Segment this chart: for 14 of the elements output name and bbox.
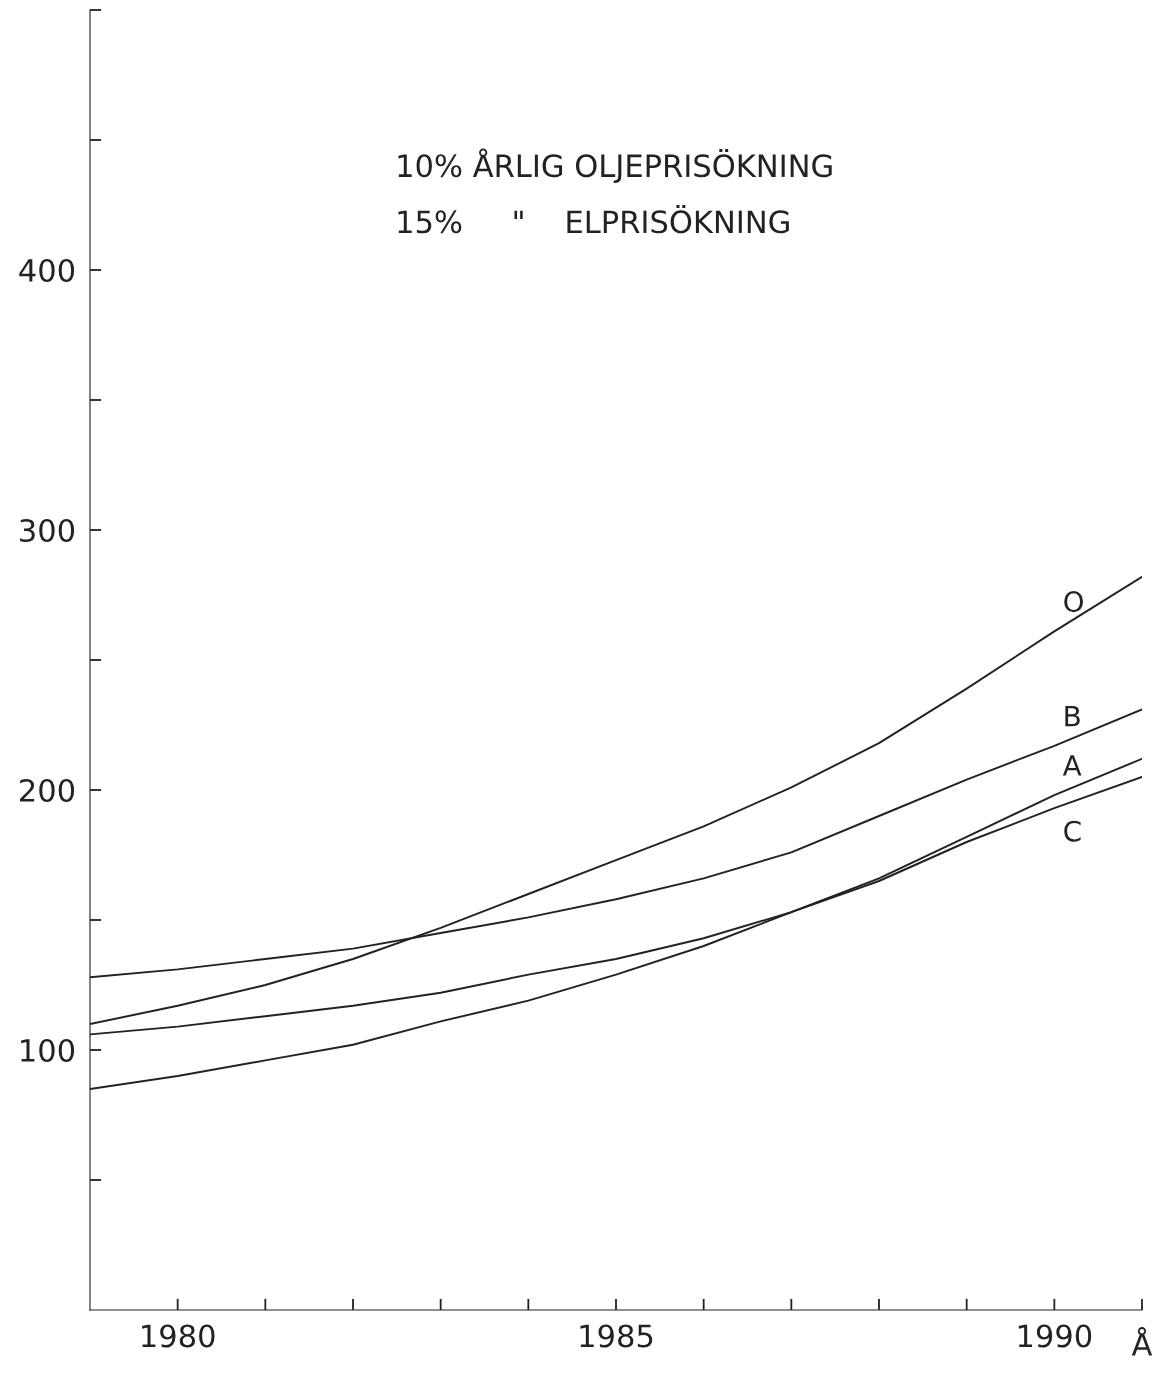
series-label: O bbox=[1064, 591, 1083, 613]
annotation: 15% " ELPRISÖKNING bbox=[398, 205, 789, 234]
y-tick-label: 400 bbox=[19, 258, 75, 283]
y-tick-label: 100 bbox=[21, 1038, 75, 1063]
x-tick-label: 1990 bbox=[1018, 1324, 1092, 1348]
annotation: 10% ÅRLIG OLJEPRISÖKNING bbox=[398, 148, 832, 183]
x-tick-label: 1985 bbox=[580, 1324, 653, 1348]
series-label: A bbox=[1062, 755, 1082, 776]
series-label: B bbox=[1065, 705, 1080, 727]
x-tick-label: 1980 bbox=[142, 1324, 215, 1348]
x-axis-title: Å bbox=[1131, 1327, 1153, 1356]
series-label: C bbox=[1064, 820, 1081, 842]
y-tick-label: 300 bbox=[20, 518, 75, 543]
y-tick-label: 200 bbox=[20, 778, 75, 803]
